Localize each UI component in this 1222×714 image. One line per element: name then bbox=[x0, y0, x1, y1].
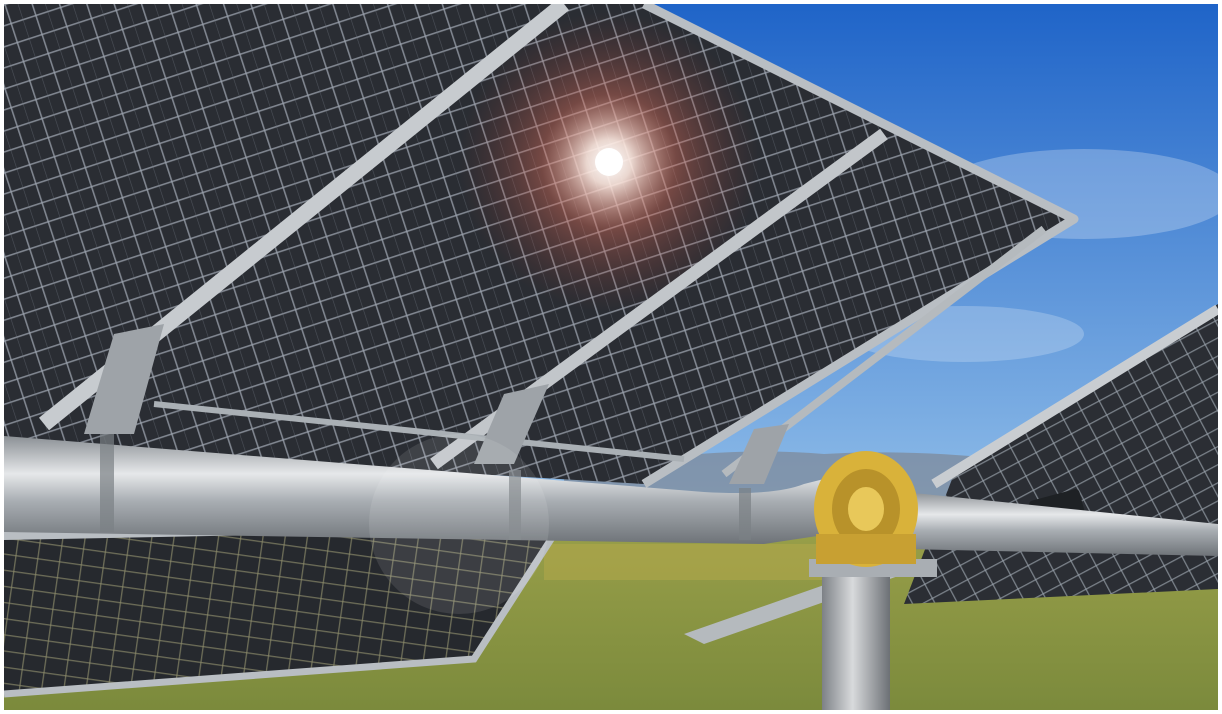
gearbox-base bbox=[816, 534, 916, 564]
scene-illustration bbox=[4, 4, 1218, 710]
panel-outer-frame bbox=[641, 4, 1079, 488]
tube-clamp bbox=[509, 470, 521, 540]
gearbox-center bbox=[848, 487, 884, 531]
support-post bbox=[822, 569, 890, 710]
sun-flare bbox=[595, 148, 623, 176]
far-field-strip bbox=[544, 544, 844, 580]
tube-clamp bbox=[739, 488, 751, 540]
second-panel-frame bbox=[931, 304, 1218, 489]
panel-cross-rail bbox=[153, 401, 685, 462]
torque-tube bbox=[4, 436, 844, 544]
mount-bracket bbox=[84, 324, 164, 434]
solar-tracker-photo bbox=[4, 4, 1218, 710]
lens-flare bbox=[369, 434, 549, 614]
lower-panel-rear bbox=[4, 519, 564, 694]
mount-bracket bbox=[729, 424, 789, 484]
mount-bracket bbox=[474, 384, 549, 464]
tube-clamp bbox=[100, 434, 114, 532]
torque-tube-right bbox=[904, 492, 1218, 556]
lower-panel-edge bbox=[4, 517, 567, 698]
